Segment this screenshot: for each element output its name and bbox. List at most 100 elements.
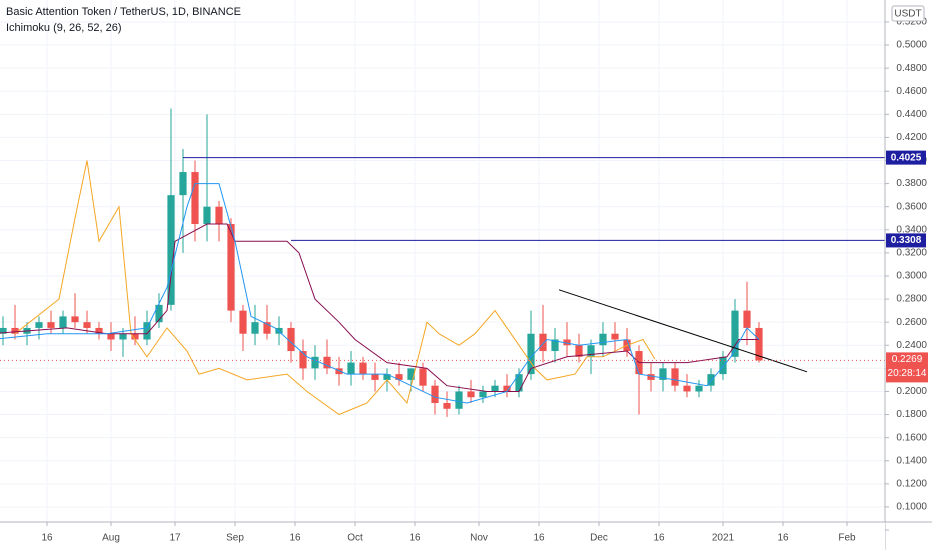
currency-label: USDT — [894, 9, 921, 20]
y-tick-label: 0.1600 — [896, 432, 927, 443]
last-price-label: 0.2269 — [892, 354, 923, 365]
candle-body — [707, 374, 715, 386]
candle-body — [263, 322, 271, 334]
candle-body — [383, 374, 391, 380]
x-tick-label: 16 — [41, 533, 53, 544]
candle-body — [119, 333, 127, 340]
candle-body — [299, 351, 307, 369]
candle-body — [671, 368, 679, 386]
y-tick-label: 0.2600 — [896, 317, 927, 328]
candle-body — [731, 310, 739, 357]
indicator-line — [14, 160, 656, 416]
price-axis — [885, 0, 932, 550]
candle-body — [287, 327, 295, 352]
candle-body — [587, 345, 595, 357]
candle-body — [311, 356, 319, 369]
candle-body — [335, 368, 343, 375]
candle-body — [455, 391, 463, 409]
y-tick-label: 0.1200 — [896, 478, 927, 489]
candle-body — [371, 374, 379, 380]
candle-body — [419, 368, 427, 386]
candle-body — [347, 362, 355, 375]
candle-body — [95, 327, 103, 334]
y-tick-label: 0.2400 — [896, 340, 927, 351]
y-tick-label: 0.5000 — [896, 40, 927, 51]
candle-body — [107, 333, 115, 340]
y-tick-label: 0.3400 — [896, 224, 927, 235]
x-tick-label: Oct — [347, 533, 363, 544]
x-tick-label: 16 — [653, 533, 665, 544]
y-tick-label: 0.5200 — [896, 17, 927, 28]
candle-body — [239, 310, 247, 334]
level-label: 0.4025 — [891, 152, 922, 163]
candle-body — [47, 322, 55, 328]
candle-body — [491, 385, 499, 392]
x-tick-label: 16 — [777, 533, 789, 544]
countdown-label: 20:28:14 — [888, 368, 927, 379]
indicator-line — [0, 223, 759, 392]
y-tick-label: 0.2000 — [896, 386, 927, 397]
candle-body — [215, 206, 223, 225]
y-tick-label: 0.3200 — [896, 248, 927, 259]
candle-body — [11, 327, 19, 334]
currency-box[interactable] — [891, 5, 925, 22]
candle-body — [719, 356, 727, 375]
y-tick-label: 0.4600 — [896, 86, 927, 97]
candle-body — [71, 316, 79, 323]
indicator-line — [0, 183, 760, 404]
candle-body — [527, 333, 535, 375]
marks — [0, 108, 885, 417]
candle-body — [431, 385, 439, 404]
y-tick-label: 0.2800 — [896, 294, 927, 305]
candle-body — [35, 322, 43, 328]
y-tick-label: 0.4400 — [896, 109, 927, 120]
candle-body — [467, 391, 475, 398]
candle-body — [683, 385, 691, 392]
y-tick-label: 0.3000 — [896, 271, 927, 282]
y-tick-label: 0.3800 — [896, 178, 927, 189]
candle-body — [167, 195, 175, 305]
x-tick-label: 16 — [409, 533, 421, 544]
candle-body — [155, 304, 163, 323]
candle-body — [407, 368, 415, 380]
time-axis — [0, 522, 885, 550]
candle-body — [647, 374, 655, 380]
x-tick-label: Dec — [590, 533, 608, 544]
candle-body — [323, 356, 331, 369]
y-tick-label: 0.4200 — [896, 132, 927, 143]
candle-body — [395, 374, 403, 380]
candle-body — [599, 333, 607, 346]
grid — [0, 0, 885, 531]
x-tick-label: Aug — [102, 533, 120, 544]
candle-body — [179, 172, 187, 196]
candle-body — [743, 310, 751, 328]
x-tick-label: 16 — [289, 533, 301, 544]
candle-body — [611, 333, 619, 340]
level-label: 0.3308 — [891, 235, 922, 246]
candle-body — [503, 385, 511, 392]
candle-body — [59, 316, 67, 328]
candle-body — [515, 374, 523, 392]
y-tick-label: 0.3600 — [896, 201, 927, 212]
x-tick-label: 2021 — [712, 533, 735, 544]
candle-body — [695, 385, 703, 392]
x-tick-label: 17 — [169, 533, 181, 544]
candle-body — [551, 339, 559, 352]
last-price-tag — [886, 352, 928, 383]
candle-body — [131, 333, 139, 340]
candle-body — [575, 345, 583, 357]
level-tag — [886, 233, 926, 248]
indicator-label: Ichimoku (9, 26, 52, 26) — [6, 22, 122, 34]
candle-body — [191, 172, 199, 225]
candle-body — [0, 327, 7, 334]
candle-body — [83, 322, 91, 328]
candle-body — [659, 368, 667, 380]
candle-body — [755, 327, 763, 361]
candle-body — [227, 224, 235, 311]
candle-body — [359, 362, 367, 375]
level-tag — [886, 150, 926, 165]
x-tick-label: 16 — [533, 533, 545, 544]
x-tick-label: Feb — [838, 533, 856, 544]
y-tick-label: 0.1400 — [896, 455, 927, 466]
